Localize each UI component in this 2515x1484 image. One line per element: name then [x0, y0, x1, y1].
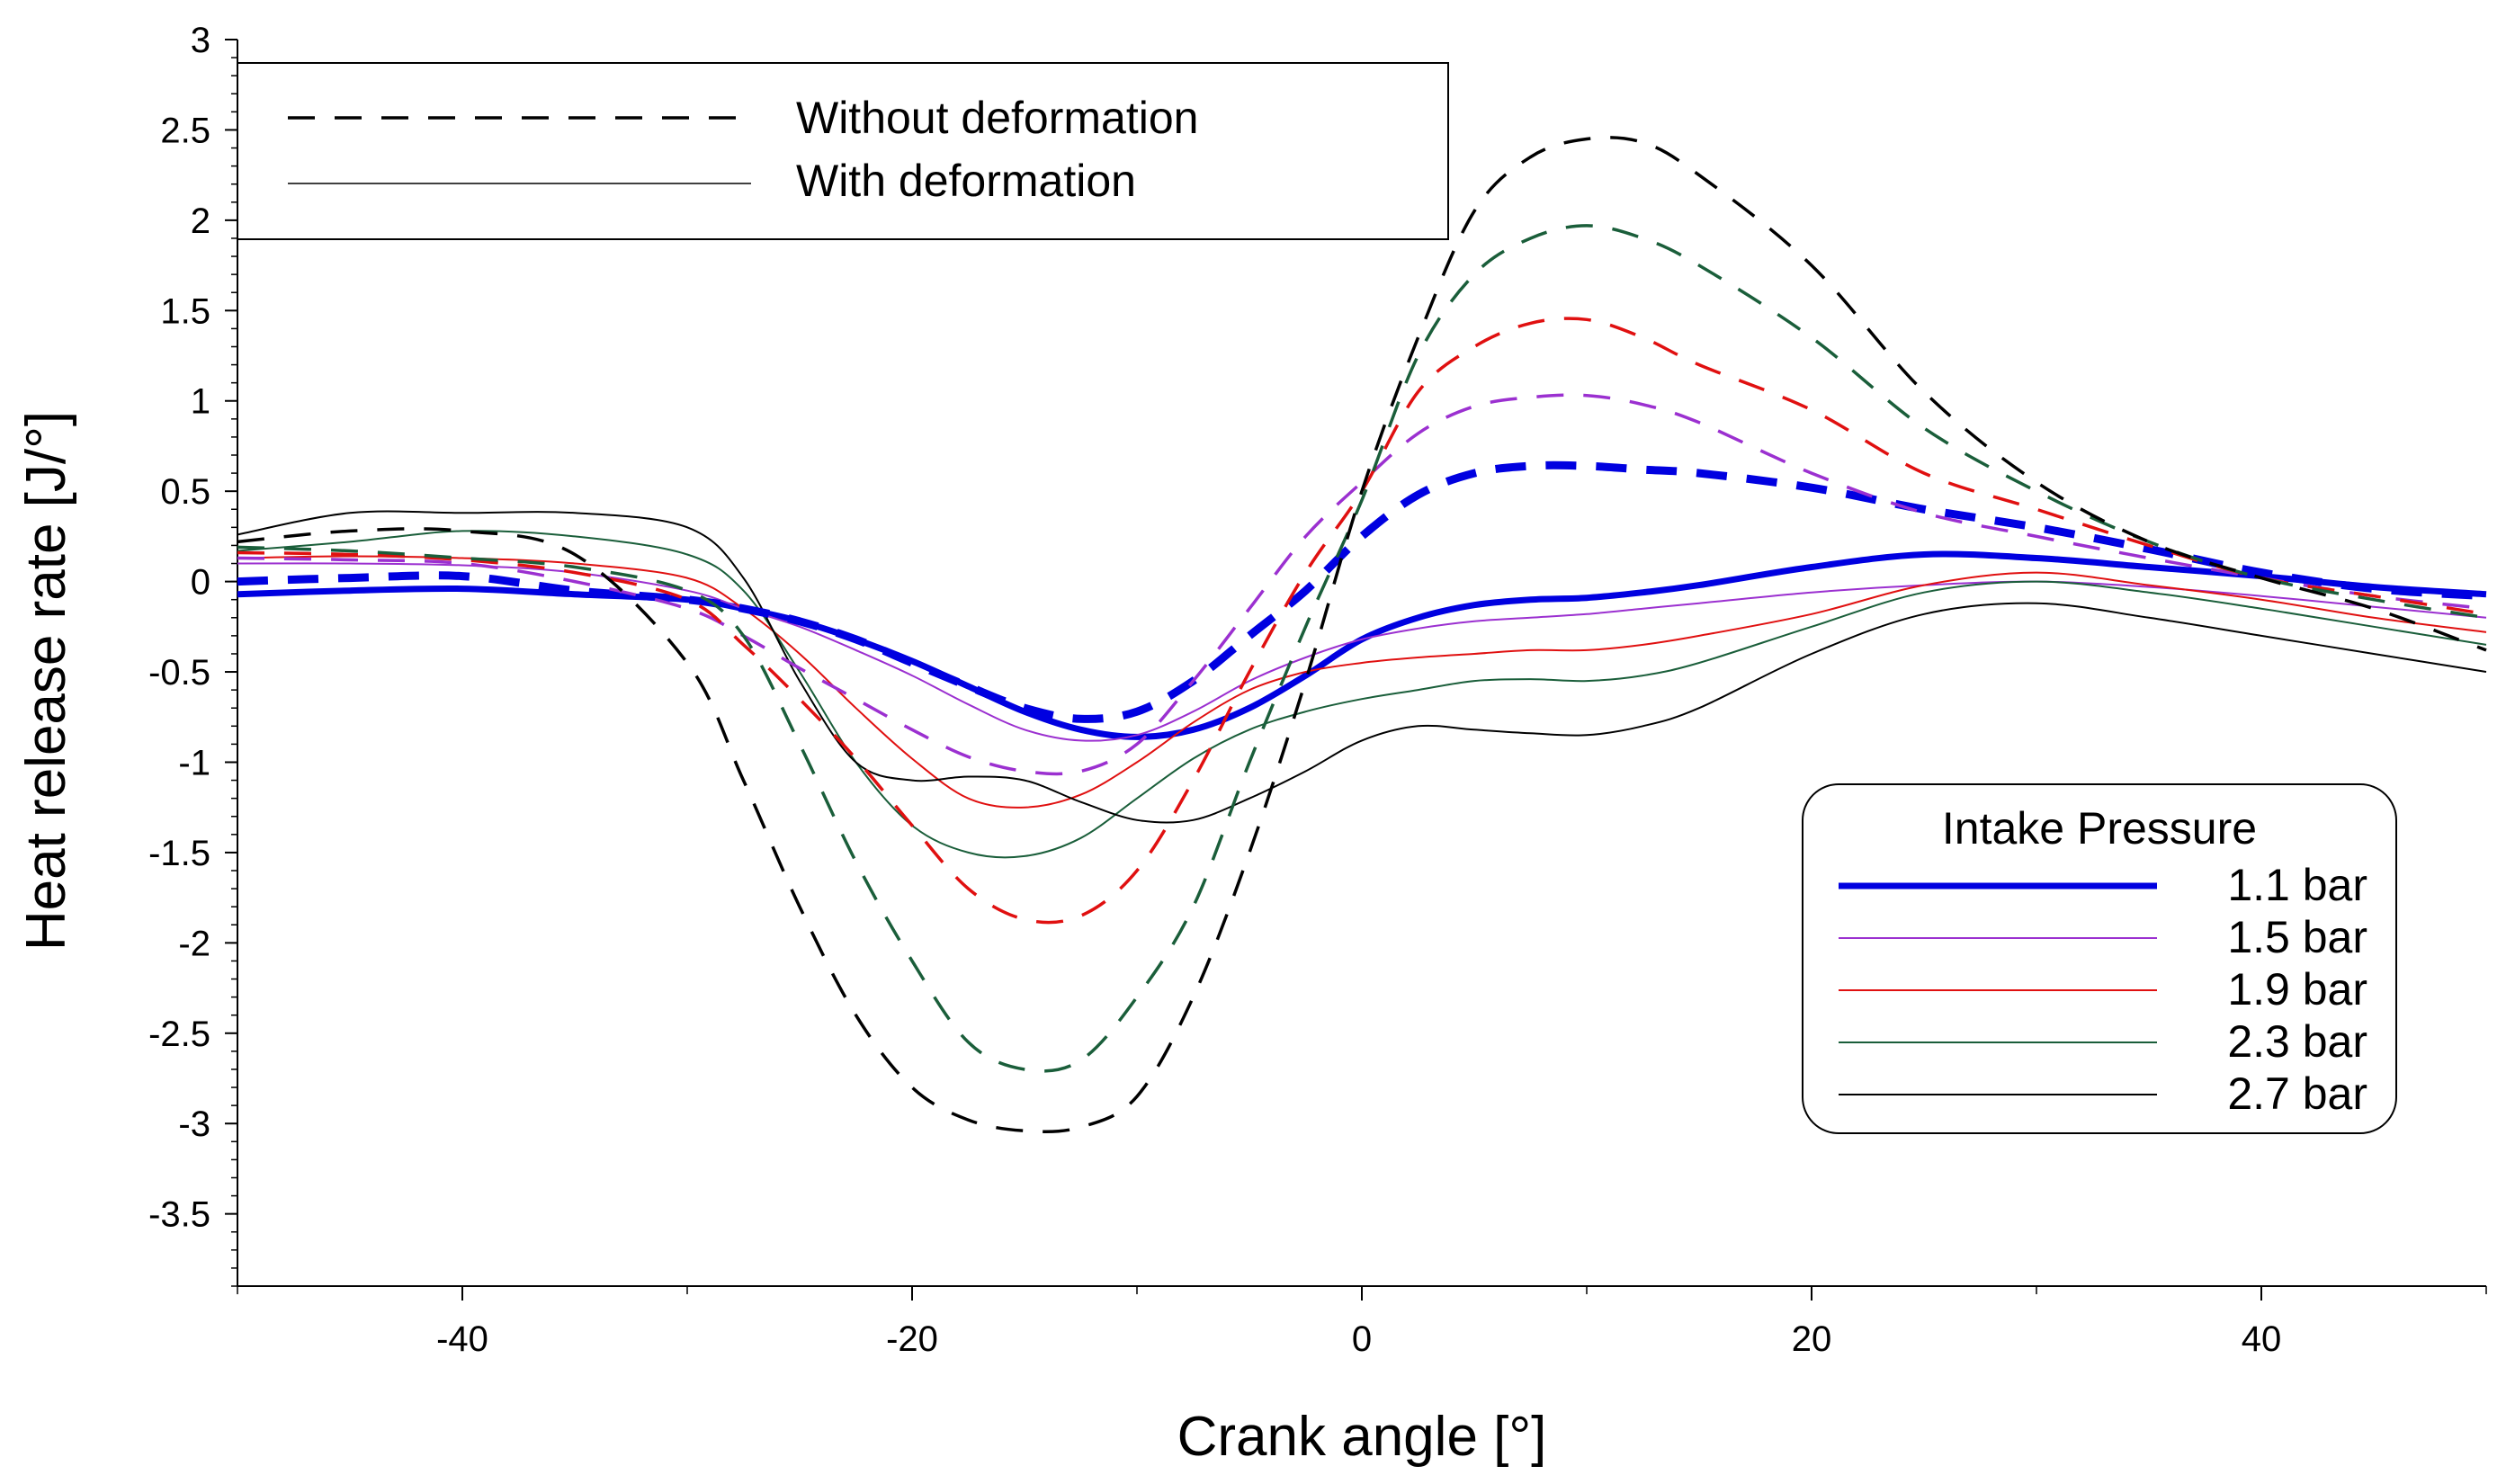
series-1-9-bar-with-deformation: [237, 555, 2487, 809]
series-2-3-bar-with-deformation: [237, 530, 2487, 859]
series-2-7-bar-without-deformation: [237, 136, 2487, 1134]
legend-with-deformation: With deformation: [796, 156, 1136, 206]
y-tick-label: -1.5: [148, 834, 210, 873]
legend-pressure-label: 2.3 bar: [2227, 1016, 2367, 1067]
legend-deformation-box: [237, 62, 1449, 240]
y-tick-label: -3.5: [148, 1195, 210, 1235]
series-1-9-bar-without-deformation: [237, 317, 2487, 925]
series-layer: [237, 136, 2487, 1134]
legend-without-deformation: Without deformation: [796, 93, 1198, 143]
y-tick-label: 2.5: [160, 111, 210, 150]
legend-pressure-label: 1.9 bar: [2227, 964, 2367, 1015]
legend-pressure-title: Intake Pressure: [1942, 803, 2257, 854]
y-tick-label: 2: [191, 201, 210, 241]
y-tick-label: -1: [178, 743, 210, 782]
series-1-5-bar-with-deformation: [237, 562, 2487, 742]
series-2-7-bar-with-deformation: [237, 510, 2487, 824]
legend-pressure-label: 1.1 bar: [2227, 860, 2367, 910]
y-tick-label: -3: [178, 1104, 210, 1144]
axes: 3 2.5 2 1.5 1 0.5 0 -0.5 -1 -1.5 -2 -2.5 -3 -3.5 -40 -2…: [15, 21, 2487, 1468]
legend-pressure-label: 2.7 bar: [2227, 1068, 2367, 1119]
y-tick-label: 0: [191, 563, 210, 603]
series-1-1-bar-without-deformation: [237, 460, 2487, 723]
y-tick-label: -2.5: [148, 1015, 210, 1054]
x-axis-title: Crank angle [°]: [1177, 1406, 1547, 1468]
y-axis-title: Heat release rate [J/°]: [15, 411, 77, 951]
legend-pressure-box: [1802, 783, 2397, 1134]
y-tick-label: 1: [191, 382, 210, 422]
x-tick-label: 40: [2242, 1319, 2282, 1359]
x-tick-label: 20: [1792, 1319, 1832, 1359]
y-tick-label: -2: [178, 924, 210, 963]
x-tick-label: -40: [436, 1319, 488, 1359]
legend-pressure-label: 1.5 bar: [2227, 912, 2367, 962]
y-tick-label: 3: [191, 21, 210, 60]
series-1-5-bar-without-deformation: [237, 393, 2487, 776]
legend-deformation: Without deformation With deformation: [237, 62, 1449, 240]
x-tick-label: 0: [1352, 1319, 1372, 1359]
y-tick-label: 1.5: [160, 291, 210, 331]
y-tick-label: -0.5: [148, 653, 210, 693]
y-tick-label: 0.5: [160, 472, 210, 512]
x-tick-label: -20: [886, 1319, 938, 1359]
